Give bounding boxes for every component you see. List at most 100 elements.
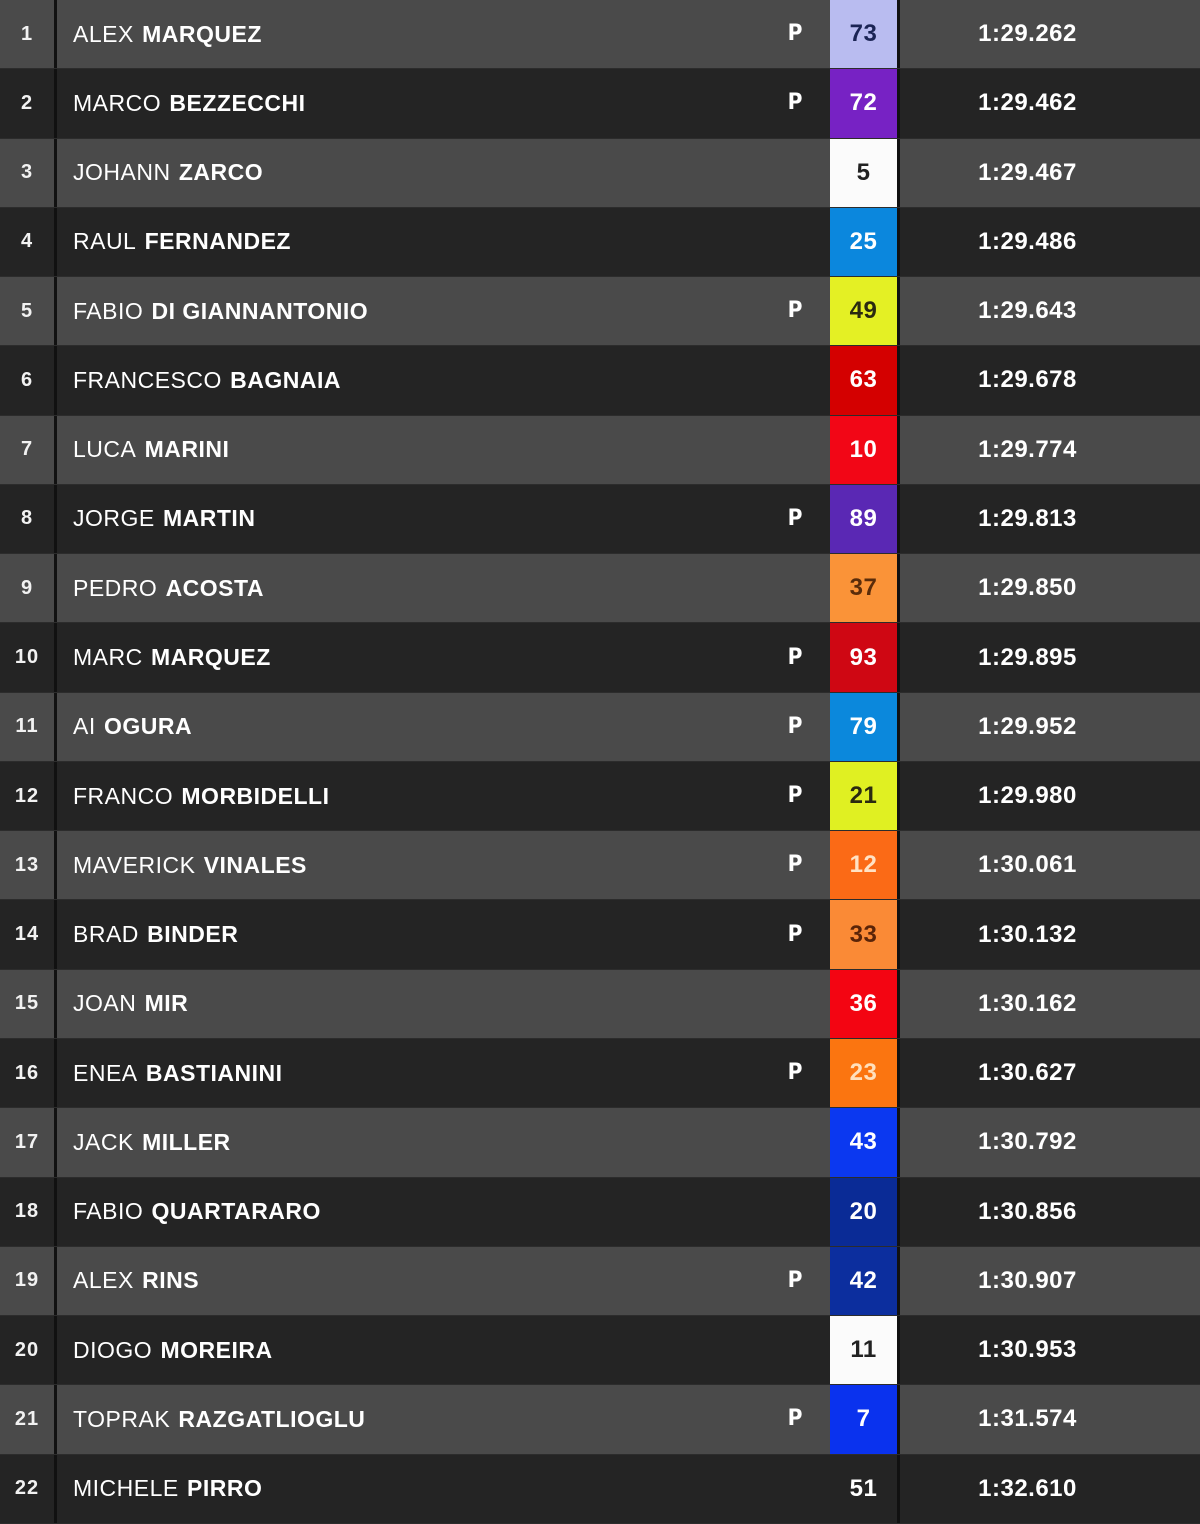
- table-row[interactable]: 1 ALEX MARQUEZ P 73 1:29.262: [0, 0, 1200, 70]
- table-row[interactable]: 13 MAVERICK VINALES P 12 1:30.061: [0, 831, 1200, 901]
- rider-last-name: ZARCO: [178, 159, 264, 186]
- table-row[interactable]: 20 DIOGO MOREIRA P11 1:30.953: [0, 1316, 1200, 1386]
- pit-marker-icon: P: [787, 1060, 803, 1086]
- pit-marker-icon: P: [787, 921, 803, 947]
- rider-name: MARC MARQUEZ: [57, 623, 760, 691]
- rider-first-name: LUCA: [73, 436, 137, 463]
- table-row[interactable]: 6 FRANCESCO BAGNAIA P63 1:29.678: [0, 346, 1200, 416]
- rider-number: 25: [830, 207, 900, 277]
- table-row[interactable]: 10 MARC MARQUEZ P 93 1:29.895: [0, 623, 1200, 693]
- table-row[interactable]: 22 MICHELE PIRRO P51 1:32.610: [0, 1454, 1200, 1524]
- rider-name: DIOGO MOREIRA: [57, 1316, 760, 1384]
- rider-name: FRANCO MORBIDELLI: [57, 762, 760, 830]
- pit-status-cell: P: [760, 69, 830, 137]
- row-right-padding: [1155, 900, 1200, 968]
- row-right-padding: [1155, 416, 1200, 484]
- row-right-padding: [1155, 554, 1200, 622]
- table-row[interactable]: 15 JOAN MIR P36 1:30.162: [0, 969, 1200, 1039]
- lap-time: 1:29.952: [978, 712, 1077, 740]
- pit-status-cell: P: [760, 485, 830, 553]
- pit-marker-icon: P: [787, 90, 803, 116]
- table-row[interactable]: 18 FABIO QUARTARARO P20 1:30.856: [0, 1177, 1200, 1247]
- table-row[interactable]: 17 JACK MILLER P43 1:30.792: [0, 1108, 1200, 1178]
- rider-position: 16: [0, 1038, 57, 1108]
- lap-time: 1:30.792: [978, 1128, 1077, 1156]
- row-right-padding: [1155, 1039, 1200, 1107]
- table-row[interactable]: 4 RAUL FERNANDEZ P25 1:29.486: [0, 207, 1200, 278]
- pit-status-cell: P: [760, 1385, 830, 1453]
- lap-time: 1:29.462: [978, 89, 1077, 117]
- rider-name: MAVERICK VINALES: [57, 831, 760, 899]
- rider-name: JACK MILLER: [57, 1108, 760, 1176]
- table-row[interactable]: 8 JORGE MARTIN P 89 1:29.813: [0, 484, 1200, 555]
- pit-status-cell: P: [760, 900, 830, 968]
- rider-position: 15: [0, 969, 57, 1038]
- table-row[interactable]: 11 AI OGURA P 79 1:29.952: [0, 692, 1200, 762]
- lap-time: 1:29.813: [978, 504, 1077, 532]
- table-row[interactable]: 5 FABIO DI GIANNANTONIO P 49 1:29.643: [0, 277, 1200, 347]
- lap-time: 1:30.953: [978, 1336, 1077, 1364]
- row-right-padding: [1155, 1385, 1200, 1453]
- row-right-padding: [1155, 346, 1200, 414]
- rider-first-name: MAVERICK: [73, 851, 196, 878]
- table-row[interactable]: 7 LUCA MARINI P10 1:29.774: [0, 415, 1200, 485]
- rider-number: 21: [830, 761, 900, 831]
- rider-position: 1: [0, 0, 57, 69]
- table-row[interactable]: 14 BRAD BINDER P 33 1:30.132: [0, 900, 1200, 970]
- rider-first-name: ENEA: [73, 1059, 138, 1086]
- row-right-padding: [1155, 208, 1200, 276]
- lap-time: 1:29.678: [978, 366, 1077, 394]
- table-row[interactable]: 16 ENEA BASTIANINI P 23 1:30.627: [0, 1038, 1200, 1109]
- rider-number: 7: [830, 1385, 900, 1454]
- pit-status-cell: P: [760, 139, 830, 207]
- rider-last-name: DI GIANNANTONIO: [151, 297, 369, 324]
- rider-name: ALEX MARQUEZ: [57, 0, 760, 68]
- rider-number: 12: [830, 831, 900, 900]
- rider-name: BRAD BINDER: [57, 900, 760, 968]
- table-row[interactable]: 19 ALEX RINS P 42 1:30.907: [0, 1246, 1200, 1317]
- rider-last-name: QUARTARARO: [151, 1198, 321, 1225]
- rider-last-name: MIR: [144, 990, 189, 1017]
- rider-first-name: JACK: [73, 1128, 134, 1155]
- rider-last-name: MORBIDELLI: [181, 782, 330, 809]
- rider-position: 5: [0, 277, 57, 346]
- lap-time: 1:29.262: [978, 20, 1077, 48]
- row-right-padding: [1155, 1316, 1200, 1384]
- table-row[interactable]: 3 JOHANN ZARCO P5 1:29.467: [0, 138, 1200, 208]
- rider-last-name: PIRRO: [187, 1475, 263, 1502]
- pit-status-cell: P: [760, 554, 830, 622]
- rider-position: 4: [0, 207, 57, 277]
- table-row[interactable]: 2 MARCO BEZZECCHI P 72 1:29.462: [0, 69, 1200, 139]
- rider-position: 2: [0, 69, 57, 138]
- lap-time: 1:29.980: [978, 782, 1077, 810]
- lap-time: 1:30.856: [978, 1197, 1077, 1225]
- rider-first-name: AI: [73, 713, 96, 740]
- pit-status-cell: P: [760, 416, 830, 484]
- lap-time: 1:30.627: [978, 1059, 1077, 1087]
- rider-last-name: MARINI: [144, 436, 230, 463]
- table-row[interactable]: 12 FRANCO MORBIDELLI P 21 1:29.980: [0, 761, 1200, 832]
- pit-marker-icon: P: [787, 852, 803, 878]
- rider-position: 13: [0, 831, 57, 900]
- pit-status-cell: P: [760, 693, 830, 761]
- table-row[interactable]: 21 TOPRAK RAZGATLIOGLU P 7 1:31.574: [0, 1385, 1200, 1455]
- rider-name: FABIO QUARTARARO: [57, 1178, 760, 1246]
- table-row[interactable]: 9 PEDRO ACOSTA P37 1:29.850: [0, 554, 1200, 624]
- rider-name: JOHANN ZARCO: [57, 139, 760, 207]
- lap-time: 1:32.610: [978, 1474, 1077, 1502]
- lap-time: 1:29.467: [978, 158, 1077, 186]
- rider-number: 73: [830, 0, 900, 69]
- pit-status-cell: P: [760, 1108, 830, 1176]
- rider-number: 51: [830, 1454, 900, 1523]
- rider-first-name: FRANCESCO: [73, 366, 222, 393]
- rider-last-name: BAGNAIA: [230, 366, 342, 393]
- rider-last-name: BEZZECCHI: [169, 89, 306, 116]
- rider-position: 17: [0, 1108, 57, 1177]
- row-right-padding: [1155, 69, 1200, 137]
- pit-marker-icon: P: [787, 783, 803, 809]
- lap-time: 1:30.061: [978, 851, 1077, 879]
- rider-first-name: JOAN: [73, 990, 137, 1017]
- pit-status-cell: P: [760, 1039, 830, 1107]
- rider-last-name: BASTIANINI: [145, 1059, 283, 1086]
- lap-time: 1:29.850: [978, 574, 1077, 602]
